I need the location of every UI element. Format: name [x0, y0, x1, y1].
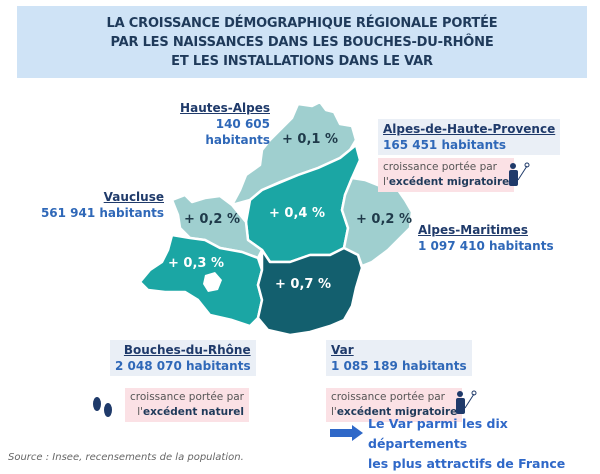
name-var: Var: [331, 343, 354, 357]
driver-bold: excédent migratoire: [336, 406, 458, 418]
population-var: 1 085 189 habitants: [331, 359, 467, 373]
driver-alpes-de-haute-provence: croissance portée par l'excédent migrato…: [378, 158, 515, 192]
name-bouches-du-rhone: Bouches-du-Rhône: [123, 343, 251, 357]
title-line-1: LA CROISSANCE DÉMOGRAPHIQUE RÉGIONALE PO…: [106, 15, 498, 31]
driver-prefix: l': [383, 176, 389, 188]
name-hautes-alpes: Hautes-Alpes: [180, 101, 270, 115]
var-attractiveness-note: Le Var parmi les dix départements les pl…: [368, 414, 600, 474]
driver-prefix: l': [137, 406, 144, 418]
name-alpes-maritimes: Alpes-Maritimes: [418, 223, 528, 237]
note-line-1: Le Var parmi les dix départements: [368, 416, 508, 451]
driver-prefix: l': [331, 406, 337, 418]
arrow-right-icon: [330, 425, 363, 441]
etang-de-berre: [203, 272, 222, 292]
driver-bold: excédent naturel: [143, 406, 244, 418]
growth-bouches-du-rhone: + 0,3 %: [168, 256, 224, 271]
population-vaucluse: 561 941 habitants: [40, 206, 164, 220]
population-hautes-alpes: 140 605 habitants: [205, 117, 270, 147]
label-alpes-de-haute-provence: Alpes-de-Haute-Provence 165 451 habitant…: [378, 119, 561, 155]
traveler-icon: [509, 162, 530, 186]
traveler-icon: [456, 390, 477, 414]
label-vaucluse: Vaucluse 561 941 habitants: [40, 189, 164, 221]
title-banner: LA CROISSANCE DÉMOGRAPHIQUE RÉGIONALE PO…: [17, 6, 587, 78]
label-alpes-maritimes: Alpes-Maritimes 1 097 410 habitants: [418, 222, 554, 254]
label-bouches-du-rhone: Bouches-du-Rhône 2 048 070 habitants: [110, 340, 256, 376]
driver-var: croissance portée par l'excédent migrato…: [326, 388, 463, 422]
note-line-2: les plus attractifs de France: [368, 456, 566, 471]
growth-alpes-maritimes: + 0,2 %: [356, 212, 412, 227]
title-line-2: PAR LES NAISSANCES DANS LES BOUCHES-DU-R…: [110, 34, 494, 50]
population-bouches-du-rhone: 2 048 070 habitants: [115, 359, 251, 373]
growth-alpes-de-haute-provence: + 0,4 %: [269, 206, 325, 221]
region-bouches-du-rhone: [138, 233, 264, 328]
title-line-3: ET LES INSTALLATIONS DANS LE VAR: [171, 53, 433, 69]
driver-bouches-du-rhone: croissance portée par l'excédent naturel: [125, 388, 249, 422]
population-alpes-maritimes: 1 097 410 habitants: [418, 239, 554, 253]
driver-bold: excédent migratoire: [388, 176, 510, 188]
name-alpes-de-haute-provence: Alpes-de-Haute-Provence: [383, 122, 556, 136]
driver-text: croissance portée par: [383, 161, 497, 173]
driver-text: croissance portée par: [130, 391, 244, 403]
footprints-icon: [93, 397, 112, 417]
name-vaucluse: Vaucluse: [103, 190, 164, 204]
region-var: [256, 246, 364, 337]
driver-text: croissance portée par: [331, 391, 445, 403]
growth-var: + 0,7 %: [275, 277, 331, 292]
growth-vaucluse: + 0,2 %: [184, 212, 240, 227]
label-hautes-alpes: Hautes-Alpes 140 605 habitants: [150, 100, 270, 148]
region-alpes-maritimes: [340, 176, 414, 268]
growth-hautes-alpes: + 0,1 %: [282, 132, 338, 147]
label-var: Var 1 085 189 habitants: [326, 340, 472, 376]
population-alpes-de-haute-provence: 165 451 habitants: [383, 138, 507, 152]
source-note: Source : Insee, recensements de la popul…: [8, 452, 244, 463]
